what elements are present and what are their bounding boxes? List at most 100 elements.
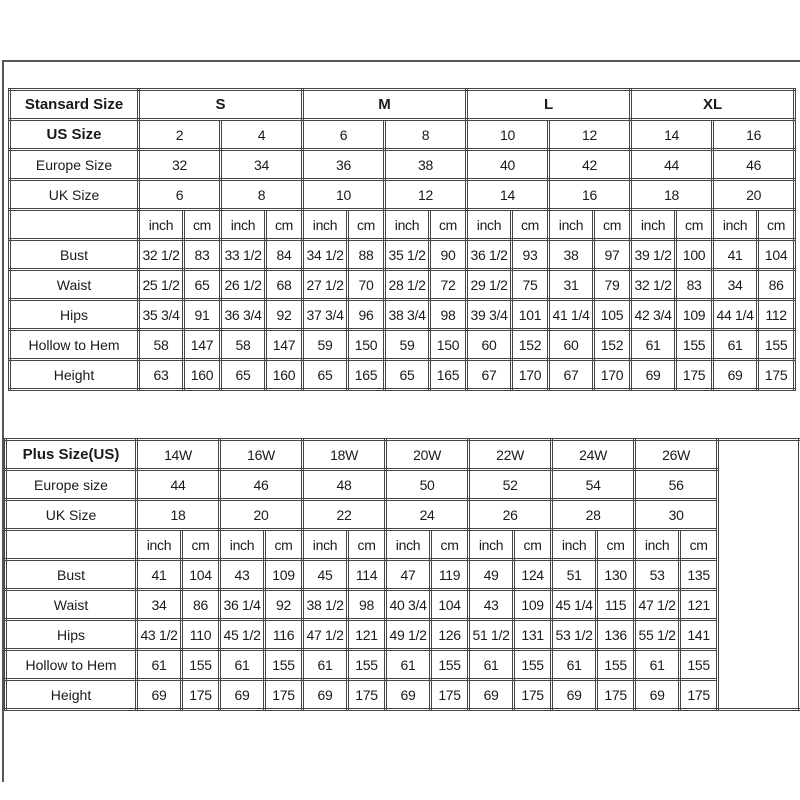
unit-cm: cm [263, 208, 305, 241]
measurement-value: 70 [346, 268, 387, 301]
us-size: 10 [465, 118, 551, 151]
measurement-value: 61 [711, 328, 760, 361]
measurement-value: 109 [512, 588, 554, 621]
measurement-value: 175 [512, 678, 554, 711]
size-group: M [301, 88, 469, 121]
europe-size: 46 [218, 468, 305, 501]
measurement-value: 59 [301, 328, 350, 361]
unit-row-label [4, 528, 138, 561]
plus-size: 20W [384, 438, 471, 471]
measurement-value: 42 3/4 [629, 298, 678, 331]
uk-size-label: UK Size [8, 178, 140, 211]
measurement-row: Height 69 175 69 175 69 175 69 175 69 175 69 175 69 17… [4, 678, 800, 711]
unit-cm: cm [263, 528, 305, 561]
plus-uk-row: UK Size 18 20 22 24 26 28 30 [4, 498, 800, 531]
measurement-value: 39 1/2 [629, 238, 678, 271]
plus-size: 14W [134, 438, 222, 471]
europe-size-label: Europe size [4, 468, 138, 501]
uk-size: 28 [550, 498, 637, 531]
unit-cm: cm [512, 528, 554, 561]
uk-size-label: UK Size [4, 498, 138, 531]
measurement-value: 65 [182, 268, 222, 301]
measurement-label: Height [4, 678, 138, 711]
measurement-value: 60 [465, 328, 514, 361]
us-size: 8 [383, 118, 469, 151]
us-size-label: US Size [8, 118, 140, 151]
measurement-value: 61 [633, 648, 682, 681]
measurement-value: 25 1/2 [137, 268, 185, 301]
plus-size: 22W [467, 438, 554, 471]
measurement-value: 109 [674, 298, 715, 331]
unit-inch: inch [218, 528, 267, 561]
measurement-value: 61 [467, 648, 516, 681]
europe-size: 34 [218, 148, 305, 181]
measurement-value: 59 [383, 328, 432, 361]
measurement-value: 45 [301, 558, 350, 591]
plus-europe-row: Europe size 44 46 48 50 52 54 56 [4, 468, 800, 501]
measurement-value: 121 [678, 588, 720, 621]
measurement-value: 58 [137, 328, 185, 361]
measurement-row: Bust 32 1/2 83 33 1/2 84 34 1/2 88 35 1/2 90 36 1… [8, 238, 797, 271]
measurement-value: 36 1/2 [465, 238, 514, 271]
measurement-value: 170 [592, 358, 633, 391]
measurement-value: 69 [218, 678, 267, 711]
europe-size: 46 [711, 148, 797, 181]
plus-size: 24W [550, 438, 637, 471]
us-size: 12 [547, 118, 633, 151]
unit-cm: cm [592, 208, 633, 241]
unit-inch: inch [633, 528, 682, 561]
measurement-value: 61 [384, 648, 433, 681]
measurement-value: 41 [711, 238, 760, 271]
measurement-value: 69 [629, 358, 678, 391]
measurement-value: 27 1/2 [301, 268, 350, 301]
measurement-value: 55 1/2 [633, 618, 682, 651]
measurement-label: Hollow to Hem [8, 328, 140, 361]
measurement-value: 135 [678, 558, 720, 591]
us-size: 16 [711, 118, 797, 151]
measurement-value: 97 [592, 238, 633, 271]
measurement-value: 147 [182, 328, 222, 361]
unit-cm: cm [428, 208, 469, 241]
europe-size-row: Europe Size 32 34 36 38 40 42 44 46 [8, 148, 797, 181]
measurement-value: 67 [465, 358, 514, 391]
measurement-value: 121 [346, 618, 388, 651]
unit-row-label [8, 208, 140, 241]
measurement-value: 65 [383, 358, 432, 391]
measurement-value: 69 [135, 678, 183, 711]
europe-size: 38 [383, 148, 469, 181]
uk-size-row: UK Size 6 8 10 12 14 16 18 20 [8, 178, 797, 211]
measurement-value: 69 [550, 678, 599, 711]
measurement-row: Waist 25 1/2 65 26 1/2 68 27 1/2 70 28 1/2 72 29 … [8, 268, 797, 301]
measurement-value: 43 [467, 588, 516, 621]
measurement-value: 155 [595, 648, 637, 681]
unit-inch: inch [467, 528, 516, 561]
unit-inch: inch [135, 528, 183, 561]
header-row: Stansard Size S M L XL [8, 88, 797, 121]
measurement-value: 44 1/4 [711, 298, 760, 331]
measurement-value: 155 [263, 648, 305, 681]
measurement-value: 68 [263, 268, 305, 301]
measurement-value: 91 [182, 298, 222, 331]
measurement-value: 60 [547, 328, 596, 361]
measurement-value: 53 1/2 [550, 618, 599, 651]
measurement-value: 86 [179, 588, 222, 621]
measurement-value: 155 [678, 648, 720, 681]
measurement-label: Bust [8, 238, 140, 271]
europe-size: 56 [633, 468, 720, 501]
measurement-value: 175 [678, 678, 720, 711]
measurement-value: 141 [678, 618, 720, 651]
unit-inch: inch [465, 208, 514, 241]
measurement-value: 155 [756, 328, 797, 361]
plus-size: 18W [301, 438, 388, 471]
measurement-value: 34 [135, 588, 183, 621]
us-size: 14 [629, 118, 715, 151]
measurement-row: Hollow to Hem 61 155 61 155 61 155 61 155 61 155 61… [4, 648, 800, 681]
measurement-value: 96 [346, 298, 387, 331]
measurement-value: 61 [135, 648, 183, 681]
measurement-label: Height [8, 358, 140, 391]
unit-cm: cm [346, 528, 388, 561]
measurement-value: 40 3/4 [384, 588, 433, 621]
unit-row: inch cm inch cm inch cm inch cm inch cm inch cm inch… [8, 208, 797, 241]
uk-size: 18 [629, 178, 715, 211]
standard-size-table: Stansard Size S M L XL US Size 2 4 6 8 10 12 14 16 Eur… [8, 88, 797, 391]
